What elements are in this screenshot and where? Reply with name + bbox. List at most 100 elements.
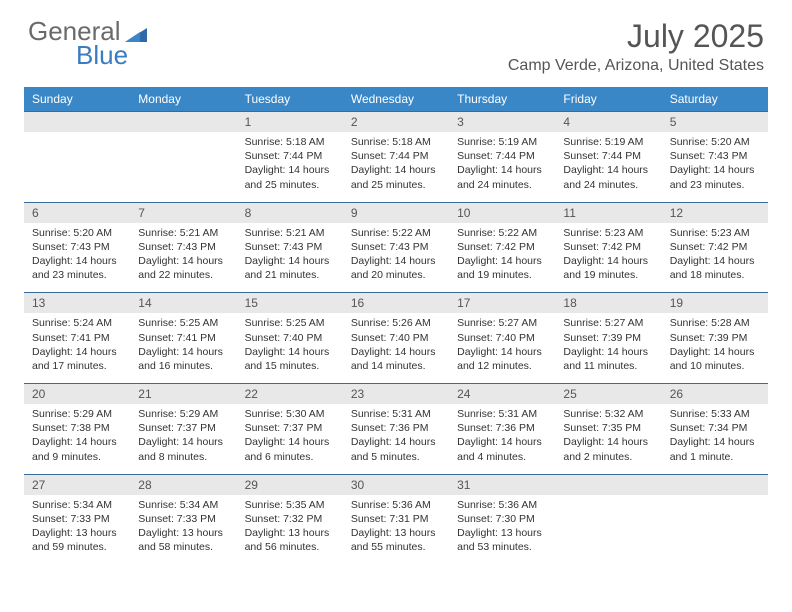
weekday-header: Monday [130, 87, 236, 112]
sunrise-line: Sunrise: 5:33 AM [670, 407, 760, 421]
day-content-cell: Sunrise: 5:25 AMSunset: 7:41 PMDaylight:… [130, 313, 236, 383]
sunrise-line: Sunrise: 5:20 AM [670, 135, 760, 149]
sunrise-line: Sunrise: 5:29 AM [32, 407, 122, 421]
day-number-cell [24, 112, 130, 133]
day-number-cell: 16 [343, 293, 449, 314]
day-number-cell: 14 [130, 293, 236, 314]
day-number-cell: 18 [555, 293, 661, 314]
weekday-header: Tuesday [237, 87, 343, 112]
day-number-cell: 5 [662, 112, 768, 133]
day-number-cell [555, 474, 661, 495]
day-content-cell: Sunrise: 5:32 AMSunset: 7:35 PMDaylight:… [555, 404, 661, 474]
day-content-cell [662, 495, 768, 565]
day-number-cell: 25 [555, 384, 661, 405]
daylight-line: Daylight: 14 hours and 25 minutes. [245, 163, 335, 191]
sunrise-line: Sunrise: 5:31 AM [351, 407, 441, 421]
daylight-line: Daylight: 14 hours and 18 minutes. [670, 254, 760, 282]
daylight-line: Daylight: 14 hours and 6 minutes. [245, 435, 335, 463]
sunset-line: Sunset: 7:39 PM [563, 331, 653, 345]
sunset-line: Sunset: 7:44 PM [351, 149, 441, 163]
sunrise-line: Sunrise: 5:18 AM [245, 135, 335, 149]
sunset-line: Sunset: 7:36 PM [457, 421, 547, 435]
sunrise-line: Sunrise: 5:19 AM [563, 135, 653, 149]
sunset-line: Sunset: 7:34 PM [670, 421, 760, 435]
sunrise-line: Sunrise: 5:27 AM [457, 316, 547, 330]
sunrise-line: Sunrise: 5:21 AM [245, 226, 335, 240]
daylight-line: Daylight: 13 hours and 59 minutes. [32, 526, 122, 554]
day-number-cell [130, 112, 236, 133]
day-content-row: Sunrise: 5:29 AMSunset: 7:38 PMDaylight:… [24, 404, 768, 474]
weekday-header-row: SundayMondayTuesdayWednesdayThursdayFrid… [24, 87, 768, 112]
day-content-cell: Sunrise: 5:36 AMSunset: 7:30 PMDaylight:… [449, 495, 555, 565]
day-content-cell: Sunrise: 5:26 AMSunset: 7:40 PMDaylight:… [343, 313, 449, 383]
daylight-line: Daylight: 14 hours and 8 minutes. [138, 435, 228, 463]
day-number-row: 2728293031 [24, 474, 768, 495]
daylight-line: Daylight: 14 hours and 12 minutes. [457, 345, 547, 373]
sunrise-line: Sunrise: 5:35 AM [245, 498, 335, 512]
daylight-line: Daylight: 14 hours and 22 minutes. [138, 254, 228, 282]
day-content-cell: Sunrise: 5:28 AMSunset: 7:39 PMDaylight:… [662, 313, 768, 383]
daylight-line: Daylight: 14 hours and 25 minutes. [351, 163, 441, 191]
sunrise-line: Sunrise: 5:31 AM [457, 407, 547, 421]
day-content-cell: Sunrise: 5:18 AMSunset: 7:44 PMDaylight:… [237, 132, 343, 202]
day-number-cell: 10 [449, 202, 555, 223]
day-number-cell: 24 [449, 384, 555, 405]
sunset-line: Sunset: 7:30 PM [457, 512, 547, 526]
daylight-line: Daylight: 13 hours and 53 minutes. [457, 526, 547, 554]
sunset-line: Sunset: 7:42 PM [563, 240, 653, 254]
daylight-line: Daylight: 14 hours and 19 minutes. [563, 254, 653, 282]
sunset-line: Sunset: 7:44 PM [245, 149, 335, 163]
sunset-line: Sunset: 7:32 PM [245, 512, 335, 526]
day-number-row: 6789101112 [24, 202, 768, 223]
daylight-line: Daylight: 14 hours and 4 minutes. [457, 435, 547, 463]
day-content-cell: Sunrise: 5:36 AMSunset: 7:31 PMDaylight:… [343, 495, 449, 565]
sunrise-line: Sunrise: 5:19 AM [457, 135, 547, 149]
day-number-cell: 6 [24, 202, 130, 223]
day-number-cell: 31 [449, 474, 555, 495]
day-content-cell: Sunrise: 5:31 AMSunset: 7:36 PMDaylight:… [343, 404, 449, 474]
day-content-row: Sunrise: 5:24 AMSunset: 7:41 PMDaylight:… [24, 313, 768, 383]
day-content-cell: Sunrise: 5:31 AMSunset: 7:36 PMDaylight:… [449, 404, 555, 474]
day-number-cell: 8 [237, 202, 343, 223]
weekday-header: Thursday [449, 87, 555, 112]
day-content-cell: Sunrise: 5:30 AMSunset: 7:37 PMDaylight:… [237, 404, 343, 474]
day-number-cell: 30 [343, 474, 449, 495]
day-number-cell: 9 [343, 202, 449, 223]
day-content-cell: Sunrise: 5:19 AMSunset: 7:44 PMDaylight:… [555, 132, 661, 202]
sunrise-line: Sunrise: 5:22 AM [457, 226, 547, 240]
daylight-line: Daylight: 14 hours and 21 minutes. [245, 254, 335, 282]
day-content-cell: Sunrise: 5:24 AMSunset: 7:41 PMDaylight:… [24, 313, 130, 383]
daylight-line: Daylight: 14 hours and 10 minutes. [670, 345, 760, 373]
weekday-header: Friday [555, 87, 661, 112]
daylight-line: Daylight: 13 hours and 55 minutes. [351, 526, 441, 554]
daylight-line: Daylight: 14 hours and 1 minute. [670, 435, 760, 463]
day-content-cell: Sunrise: 5:21 AMSunset: 7:43 PMDaylight:… [130, 223, 236, 293]
day-content-cell: Sunrise: 5:22 AMSunset: 7:42 PMDaylight:… [449, 223, 555, 293]
sunrise-line: Sunrise: 5:36 AM [457, 498, 547, 512]
sunset-line: Sunset: 7:43 PM [138, 240, 228, 254]
day-content-cell: Sunrise: 5:33 AMSunset: 7:34 PMDaylight:… [662, 404, 768, 474]
daylight-line: Daylight: 14 hours and 11 minutes. [563, 345, 653, 373]
sunrise-line: Sunrise: 5:28 AM [670, 316, 760, 330]
title-block: July 2025 Camp Verde, Arizona, United St… [508, 18, 764, 75]
sunset-line: Sunset: 7:33 PM [32, 512, 122, 526]
header: General Blue July 2025 Camp Verde, Arizo… [0, 0, 792, 81]
sunset-line: Sunset: 7:31 PM [351, 512, 441, 526]
day-content-cell: Sunrise: 5:34 AMSunset: 7:33 PMDaylight:… [24, 495, 130, 565]
weekday-header: Saturday [662, 87, 768, 112]
sunrise-line: Sunrise: 5:20 AM [32, 226, 122, 240]
day-number-row: 12345 [24, 112, 768, 133]
daylight-line: Daylight: 14 hours and 9 minutes. [32, 435, 122, 463]
sunset-line: Sunset: 7:40 PM [351, 331, 441, 345]
sunrise-line: Sunrise: 5:32 AM [563, 407, 653, 421]
day-content-cell: Sunrise: 5:22 AMSunset: 7:43 PMDaylight:… [343, 223, 449, 293]
day-number-cell: 13 [24, 293, 130, 314]
day-content-row: Sunrise: 5:34 AMSunset: 7:33 PMDaylight:… [24, 495, 768, 565]
daylight-line: Daylight: 13 hours and 56 minutes. [245, 526, 335, 554]
day-number-cell: 7 [130, 202, 236, 223]
sunrise-line: Sunrise: 5:22 AM [351, 226, 441, 240]
daylight-line: Daylight: 14 hours and 24 minutes. [457, 163, 547, 191]
sunset-line: Sunset: 7:44 PM [563, 149, 653, 163]
daylight-line: Daylight: 14 hours and 16 minutes. [138, 345, 228, 373]
sunrise-line: Sunrise: 5:24 AM [32, 316, 122, 330]
